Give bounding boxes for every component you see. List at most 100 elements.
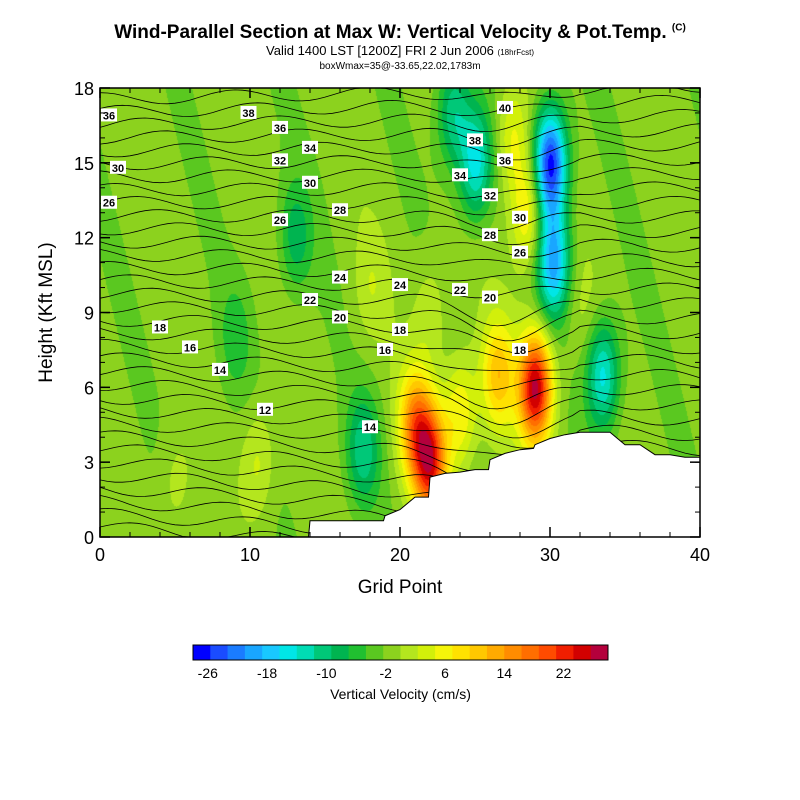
contour-label: 12 xyxy=(257,402,273,417)
chart-title-text: Wind-Parallel Section at Max W: Vertical… xyxy=(114,22,667,43)
contour-label-box xyxy=(362,420,378,434)
colorbar-swatch xyxy=(573,645,592,660)
x-tick-label: 20 xyxy=(390,545,410,565)
contour-label-box xyxy=(101,195,117,209)
contour-label: 30 xyxy=(512,210,528,225)
theta-contour-line xyxy=(99,352,701,391)
contour-label: 24 xyxy=(332,270,348,285)
theta-contour-line xyxy=(99,181,701,199)
colorbar-swatch xyxy=(590,645,609,660)
contour-label-text: 38 xyxy=(469,135,481,147)
colorbar-tick-label: 6 xyxy=(441,665,449,681)
colorbar-frame xyxy=(192,644,609,661)
contour-label-box xyxy=(332,203,348,217)
theta-contour-line xyxy=(99,328,701,363)
contour-label-text: 24 xyxy=(394,280,407,292)
contour-label-text: 36 xyxy=(274,123,286,135)
contour-label-box xyxy=(302,175,318,189)
contour-label: 26 xyxy=(272,213,288,227)
contour-label-text: 30 xyxy=(112,163,124,175)
contour-label-box xyxy=(110,160,126,174)
contour-label-text: 34 xyxy=(454,170,467,182)
theta-contour-line xyxy=(99,394,701,439)
contour-label-text: 18 xyxy=(394,325,406,337)
y-tick-label: 3 xyxy=(84,453,94,473)
contour-label-box xyxy=(512,342,528,356)
colorbar-swatch xyxy=(400,645,419,660)
colorbar-tick-label: 22 xyxy=(556,665,572,681)
contour-label: 38 xyxy=(240,105,257,120)
contour-label-box xyxy=(452,168,468,182)
contour-label-text: 26 xyxy=(274,215,286,227)
y-tick-label: 18 xyxy=(74,79,94,99)
copyright-mark: (C) xyxy=(671,22,686,34)
theta-contour-line xyxy=(99,407,701,449)
contour-label-text: 30 xyxy=(304,178,316,190)
contour-label: 16 xyxy=(182,340,198,354)
contour-label: 26 xyxy=(101,195,117,210)
contour-label-box xyxy=(482,228,498,242)
contour-label-text: 16 xyxy=(184,342,196,354)
contour-label: 40 xyxy=(497,100,513,115)
contour-label: 38 xyxy=(467,133,483,147)
contour-label: 22 xyxy=(452,283,468,297)
contour-label-text: 36 xyxy=(499,155,511,167)
contour-label: 30 xyxy=(110,160,126,175)
colorbar-swatch xyxy=(383,645,401,660)
theta-contour-line xyxy=(99,249,701,270)
contour-label: 28 xyxy=(332,203,348,217)
colorbar-swatch xyxy=(417,645,436,660)
contour-label-box xyxy=(392,322,408,336)
contour-label-text: 20 xyxy=(484,293,496,305)
contour-label: 26 xyxy=(512,245,528,260)
contour-label-box xyxy=(272,153,288,167)
contour-label-text: 20 xyxy=(334,312,346,324)
contour-label: 34 xyxy=(302,140,318,155)
contour-label-text: 26 xyxy=(103,198,115,210)
contour-label-text: 22 xyxy=(454,285,466,297)
y-tick-label: 12 xyxy=(74,229,94,249)
chart-title: Wind-Parallel Section at Max W: Vertical… xyxy=(0,22,800,44)
y-tick-label: 15 xyxy=(74,154,94,174)
contour-label: 32 xyxy=(272,153,288,167)
contour-label: 32 xyxy=(482,188,498,202)
colorbar-swatch xyxy=(556,645,574,660)
y-tick-label: 6 xyxy=(84,378,94,398)
contour-label-text: 14 xyxy=(364,422,377,434)
colorbar-swatch xyxy=(262,645,280,660)
contour-label-box xyxy=(497,153,513,167)
contour-label: 24 xyxy=(392,278,408,292)
colorbar-swatch xyxy=(365,645,384,660)
colorbar-swatch xyxy=(469,645,488,660)
contour-label: 14 xyxy=(362,420,378,434)
contour-label: 18 xyxy=(152,320,168,334)
y-tick-label: 9 xyxy=(84,304,94,324)
contour-label-text: 32 xyxy=(484,190,496,202)
contour-label-box xyxy=(377,342,393,356)
colorbar-swatch xyxy=(452,645,471,660)
colorbar-swatch xyxy=(504,645,522,660)
colorbar-tick-label: -18 xyxy=(257,665,277,681)
contour-label: 34 xyxy=(452,168,468,182)
contour-label-text: 16 xyxy=(379,345,391,357)
theta-contour-line xyxy=(99,380,701,426)
contour-label-text: 14 xyxy=(214,365,227,377)
contour-label-text: 24 xyxy=(334,273,347,285)
contour-label-box xyxy=(482,290,498,304)
x-tick-label: 0 xyxy=(95,545,105,565)
terrain-mask xyxy=(100,431,701,538)
contour-label-box xyxy=(101,108,117,122)
contour-label-text: 12 xyxy=(259,405,271,417)
theta-contour-line xyxy=(99,167,701,184)
theta-contour-line xyxy=(99,123,701,147)
contour-label-text: 28 xyxy=(484,230,496,242)
contour-label-box xyxy=(257,402,273,416)
contour-label: 36 xyxy=(101,108,117,122)
contour-label-box xyxy=(302,293,318,307)
colorbar-swatch xyxy=(331,645,350,660)
contour-label-box xyxy=(272,213,288,227)
contour-label-box xyxy=(482,188,498,202)
contour-label: 30 xyxy=(302,175,318,190)
theta-contour-line xyxy=(99,109,701,133)
